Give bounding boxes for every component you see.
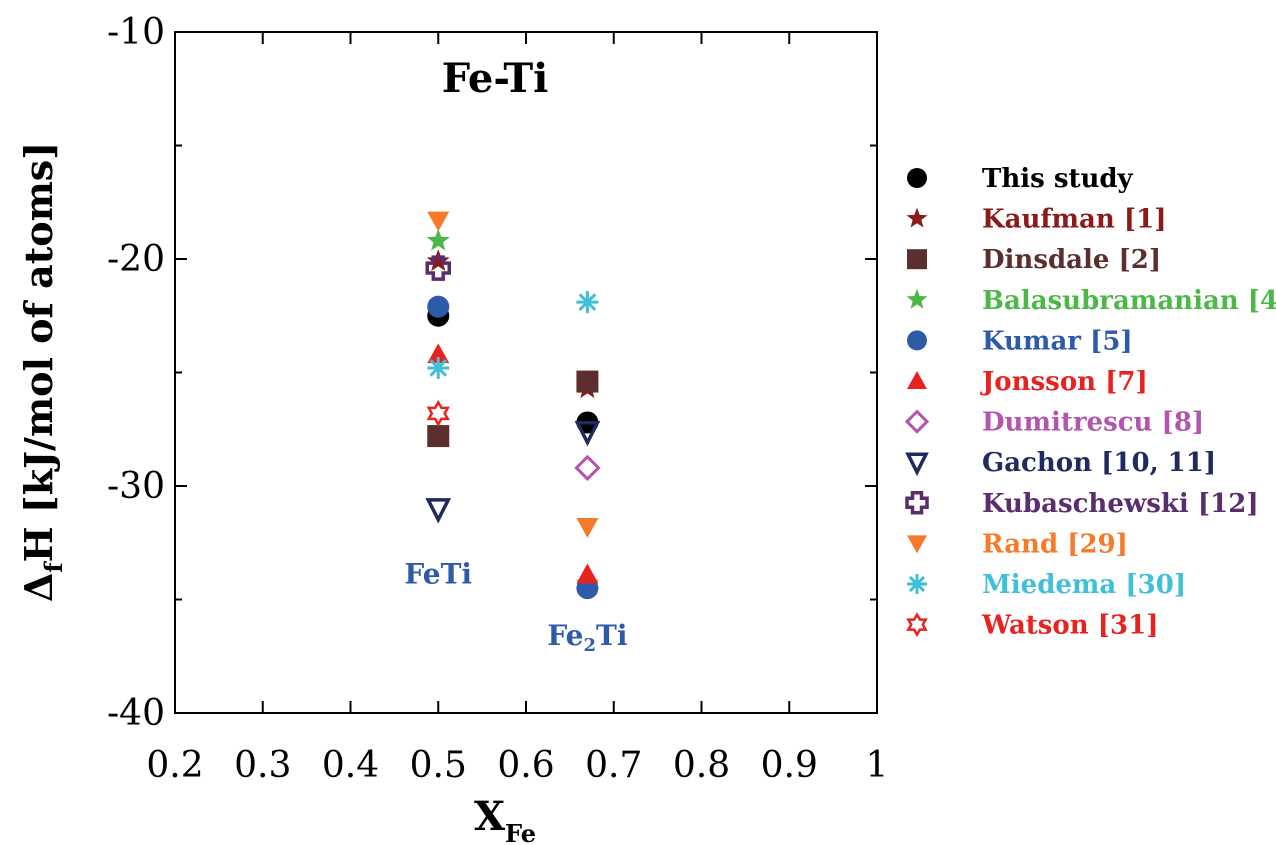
labels: Fe-Ti ΔfH [kJ/mol of atoms] XFe FeTi Fe2Ti [16,55,628,845]
x-tick-label: 0.8 [673,745,730,786]
legend-item: Dinsdale [2] [907,245,1161,275]
x-tick-label: 0.9 [761,745,818,786]
data-point [576,518,599,538]
y-tick-label: -10 [107,12,165,53]
legend-label: Dumitrescu [8] [982,408,1204,438]
data-point [427,211,450,232]
marker-square [427,425,450,448]
marker-square [576,370,599,393]
legend-label: Kumar [5] [982,326,1133,356]
data-point [574,420,601,447]
marker-triangle-down-open [425,498,452,524]
legend-label: Miedema [30] [982,570,1186,600]
y-axis-label: ΔfH [kJ/mol of atoms] [16,142,68,602]
marker-star [906,288,928,309]
x-tick-label: 1 [866,745,889,786]
y-tick-label: -30 [107,466,165,507]
y-tick-label: -40 [107,693,165,734]
y-tick-label: -20 [107,239,165,280]
data-point [576,370,599,393]
x-tick-label: 0.5 [410,745,467,786]
marker-cross-open [425,255,451,281]
legend-label: This study [982,164,1134,194]
data-point [426,249,450,271]
marker-circle [907,168,927,188]
legend-label: Rand [29] [982,529,1128,559]
marker-star6-open [906,612,928,638]
data-point [426,228,450,251]
legend-label: Gachon [10, 11] [982,448,1216,478]
axes: 0.2 0.3 0.4 0.5 0.6 0.7 0.8 0.9 1 -10 -20 -30 -40 [107,12,888,786]
marker-cross-open [905,491,929,515]
x-tick-label: 0.7 [585,745,642,786]
marker-asterisk [427,356,450,379]
legend-item: Rand [29] [907,529,1128,559]
legend-item: Kubaschewski [12] [905,489,1259,519]
legend-label: Dinsdale [2] [982,245,1161,275]
legend-item: Kumar [5] [907,326,1133,356]
marker-triangle-down [576,518,599,538]
marker-triangle-down [427,211,450,232]
x-tick-label: 0.6 [497,745,554,786]
marker-star [426,228,450,251]
marker-asterisk [576,291,599,314]
marker-star6-open [426,399,450,427]
compound-annotation: FeTi [404,558,472,591]
data-point [576,291,599,314]
marker-triangle-down-open [905,452,929,477]
marker-triangle-down [907,535,927,554]
data-point [576,563,599,584]
legend-item: Kaufman [1] [906,205,1167,235]
legend-label: Watson [31] [981,611,1159,641]
marker-triangle-down-open [574,420,601,447]
marker-square [907,249,927,270]
legend-label: Kaufman [1] [982,205,1167,235]
data-point [427,343,450,364]
legend-item: Gachon [10, 11] [905,448,1216,478]
marker-triangle-up [576,563,599,584]
marker-circle [427,295,450,318]
legend-item: This study [907,164,1134,194]
marker-star [906,207,928,228]
marker-diamond-open [904,409,930,434]
data-point [425,255,451,281]
legend-label: Jonsson [7] [980,367,1148,397]
data-points [425,211,601,600]
data-point [427,425,450,448]
marker-diamond-open [574,454,601,481]
data-point [574,454,601,481]
x-tick-label: 0.2 [146,745,203,786]
data-point [426,399,450,427]
compound-annotation: Fe2Ti [547,619,627,656]
legend-label: Kubaschewski [12] [982,489,1259,519]
legend-item: Dumitrescu [8] [904,408,1204,438]
marker-star [426,249,450,271]
legend-item: Balasubramanian [4] [906,286,1276,316]
legend-item: Watson [31] [906,611,1159,641]
marker-circle [907,330,927,351]
plot-frame [174,31,878,714]
x-tick-label: 0.4 [322,745,379,786]
x-tick-label: 0.3 [234,745,291,786]
legend-item: Jonsson [7] [907,367,1148,397]
plot-area [174,31,878,714]
data-point [427,356,450,379]
data-point [425,498,452,524]
legend-item: Miedema [30] [907,570,1186,600]
data-point [427,295,450,318]
marker-triangle-up [907,371,927,389]
marker-triangle-up [427,343,450,364]
legend: This study Kaufman [1] Dinsdale [2] Balasub… [904,164,1276,641]
chart-title: Fe-Ti [442,55,549,102]
marker-asterisk [907,574,927,594]
legend-label: Balasubramanian [4] [982,286,1276,316]
x-axis-label: XFe [474,793,536,845]
